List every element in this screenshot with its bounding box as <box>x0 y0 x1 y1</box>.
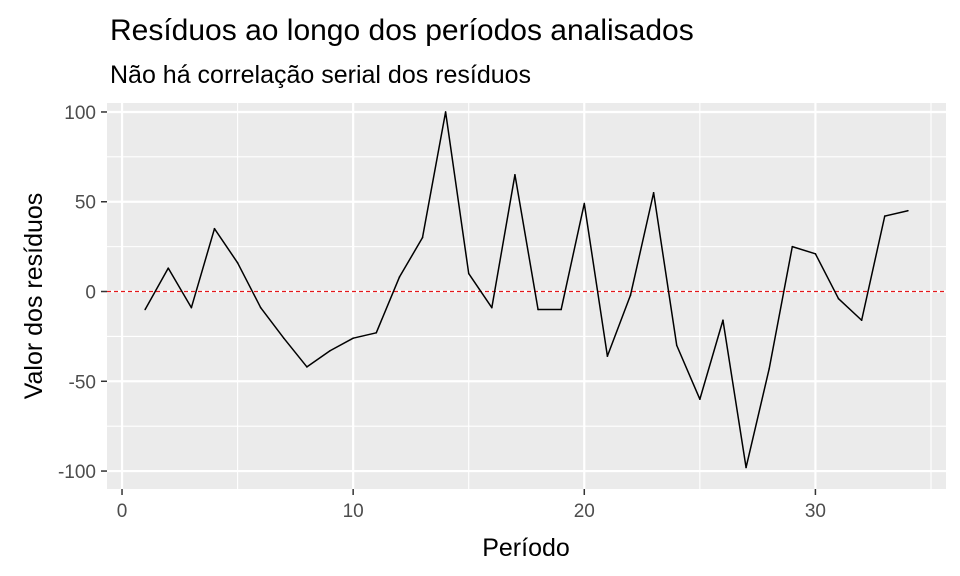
y-tick-label: 50 <box>75 193 96 214</box>
data-point <box>583 202 586 205</box>
y-tick-label: -50 <box>69 372 96 393</box>
data-point <box>722 319 724 322</box>
chart-subtitle: Não há correlação serial dos resíduos <box>110 61 531 89</box>
data-point <box>745 466 747 469</box>
data-point <box>375 332 378 334</box>
data-point <box>329 349 331 352</box>
data-point <box>791 245 794 248</box>
data-point <box>907 209 909 212</box>
data-point <box>283 337 285 339</box>
data-point <box>306 366 308 368</box>
data-point <box>629 294 632 296</box>
data-point <box>236 261 239 264</box>
data-point <box>560 308 562 311</box>
chart-title: Resíduos ao longo dos períodos analisado… <box>110 14 694 47</box>
residuals-series-line <box>144 111 909 469</box>
data-point <box>699 398 701 401</box>
major-gridlines <box>107 103 946 489</box>
data-point <box>467 272 470 275</box>
data-point <box>883 215 886 217</box>
plot-panel <box>107 103 946 489</box>
x-tick-label: 30 <box>805 501 826 522</box>
y-tick-label: -100 <box>58 462 96 483</box>
data-point <box>444 111 447 113</box>
data-points <box>144 111 909 469</box>
data-point <box>814 253 817 255</box>
data-point <box>167 267 170 269</box>
data-point <box>860 319 863 322</box>
y-axis-ticks: -100 -50 0 50 100 <box>58 103 107 483</box>
data-point <box>606 355 609 357</box>
data-point <box>652 191 655 194</box>
data-point <box>514 174 516 176</box>
data-point <box>352 337 354 339</box>
y-tick-label: 0 <box>85 283 96 304</box>
data-point <box>491 306 493 309</box>
minor-gridlines <box>107 103 946 489</box>
x-tick-label: 0 <box>117 501 128 522</box>
data-point <box>675 344 678 347</box>
data-point <box>537 308 539 311</box>
y-axis-title: Valor dos resíduos <box>20 193 48 400</box>
data-point <box>190 306 193 309</box>
x-axis-title: Período <box>482 534 570 562</box>
y-tick-label: 100 <box>64 103 96 124</box>
data-point <box>837 297 840 300</box>
data-point <box>144 308 146 311</box>
data-point <box>398 276 401 278</box>
data-point <box>259 306 262 309</box>
x-tick-label: 20 <box>574 501 595 522</box>
x-axis-ticks: 0 10 20 30 <box>117 489 826 522</box>
data-point <box>213 227 216 230</box>
x-tick-label: 10 <box>343 501 364 522</box>
data-point <box>421 236 424 239</box>
data-point <box>768 367 770 370</box>
